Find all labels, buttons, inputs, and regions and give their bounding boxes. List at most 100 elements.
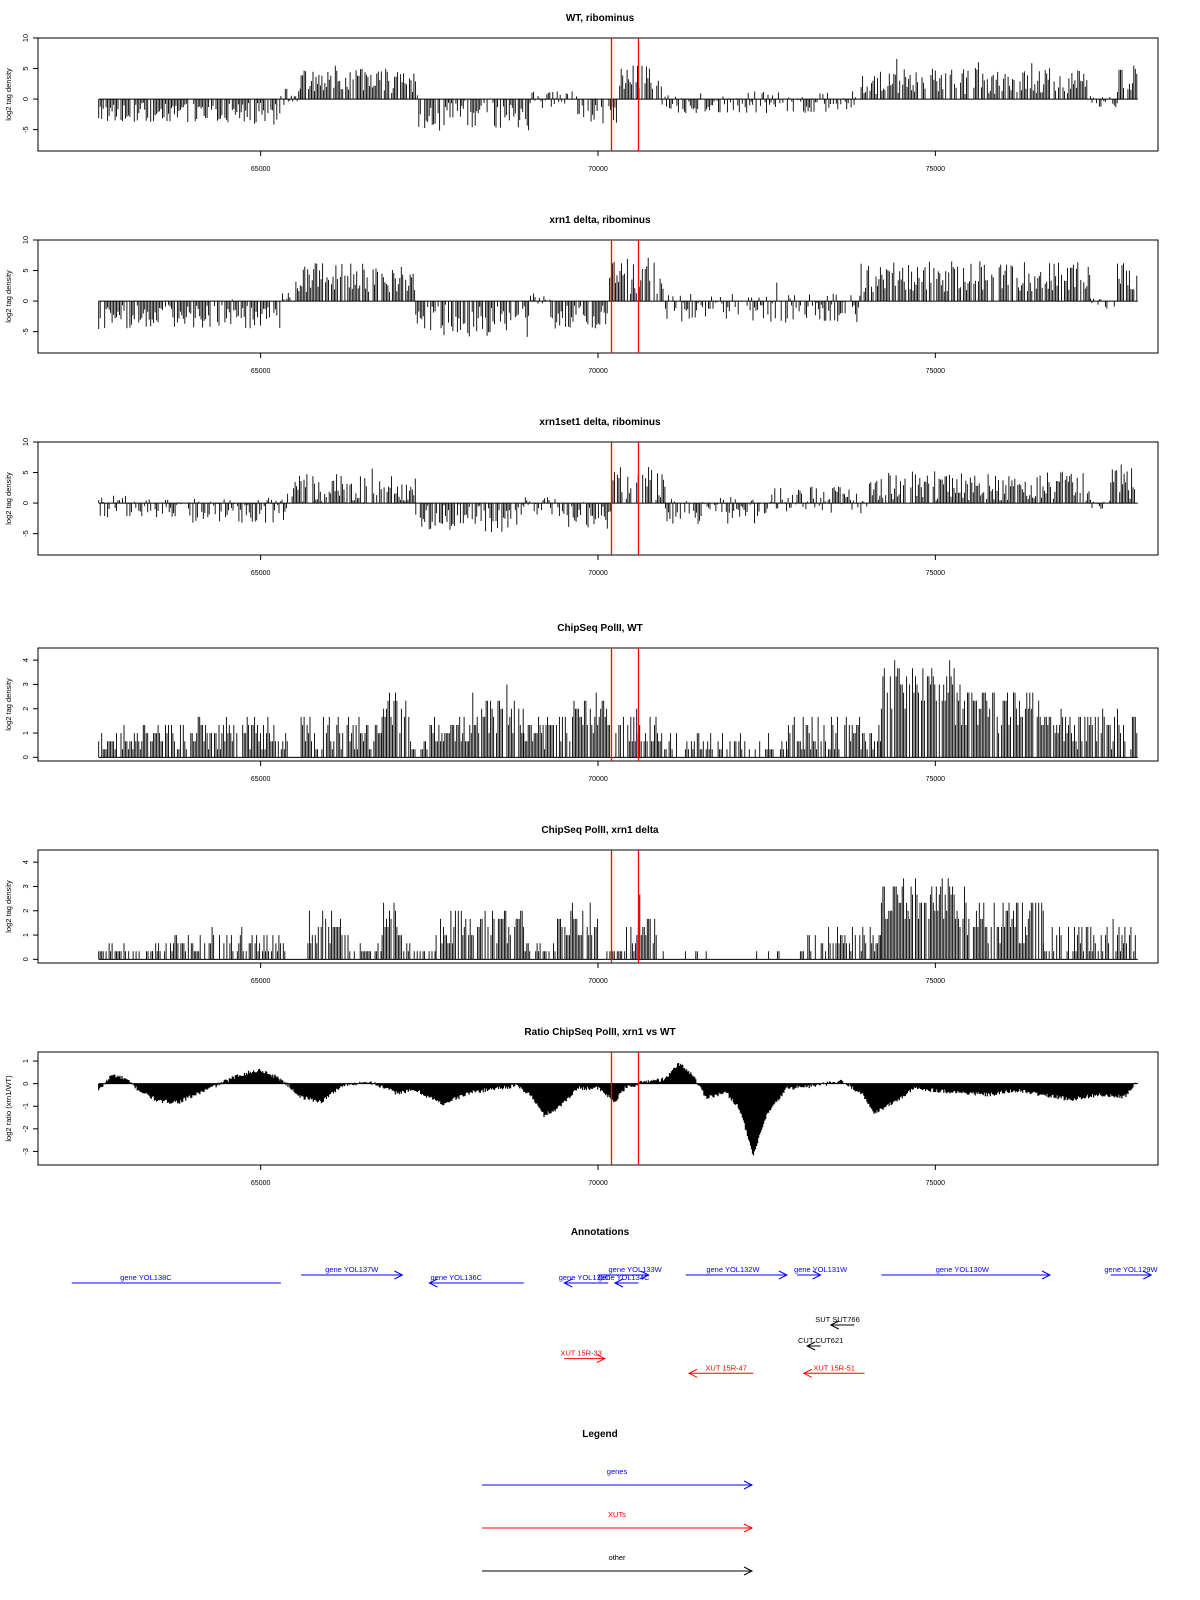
- signal-bars: [98, 495, 166, 518]
- feature-label: CUT CUT621: [798, 1336, 843, 1345]
- y-tick-label: -5: [21, 328, 30, 335]
- x-tick-label: 65000: [251, 368, 271, 375]
- feature-label: gene YOL131W: [794, 1265, 848, 1274]
- signal-segment: [287, 468, 416, 504]
- signal-segment: [626, 894, 657, 960]
- signal-segment: [523, 943, 556, 960]
- signal-segment: [609, 257, 664, 302]
- signal-segment: [868, 471, 1090, 504]
- signal-bars: [523, 497, 565, 516]
- x-tick-label: 65000: [251, 166, 271, 173]
- signal-segment: [349, 943, 382, 960]
- signal-bars: [626, 894, 657, 960]
- signal-bars: [880, 660, 955, 758]
- y-tick-label: 0: [21, 97, 30, 101]
- signal-segment: [619, 65, 662, 100]
- signal-bars: [557, 902, 599, 960]
- signal-bars: [523, 943, 556, 960]
- annotation-feature: gene YOL130W: [881, 1265, 1052, 1280]
- y-tick-label: -1: [21, 1103, 30, 1110]
- signal-segment: [662, 951, 780, 960]
- feature-label: gene YOL132W: [706, 1265, 760, 1274]
- feature-arrow: [687, 1368, 754, 1378]
- signal-bars: [860, 58, 1088, 100]
- signal-segment: [754, 91, 857, 113]
- signal-bars: [611, 708, 658, 758]
- panel-6: Ratio ChipSeq PolII, xrn1 vs WT log2 rati…: [4, 1027, 1159, 1187]
- y-tick-label: 4: [21, 658, 30, 662]
- y-tick-label: 0: [21, 957, 30, 961]
- signal-segment: [786, 716, 881, 758]
- signal-segment: [759, 486, 868, 514]
- panel-title: Ratio ChipSeq PolII, xrn1 vs WT: [524, 1027, 675, 1038]
- signal-bars: [281, 293, 295, 302]
- feature-label: gene YOL129W: [1104, 1265, 1158, 1274]
- feature-label: gene YOL133W: [608, 1265, 662, 1274]
- y-tick-label: 5: [21, 470, 30, 474]
- signal-bars: [295, 263, 416, 302]
- signal-bars: [661, 92, 754, 114]
- signal-bars: [165, 497, 287, 523]
- feature-arrow: [613, 1278, 639, 1288]
- signal-segment: [469, 684, 524, 758]
- signal-bars: [172, 716, 288, 758]
- signal-bars: [469, 684, 524, 758]
- panel-title: WT, ribominus: [566, 13, 635, 24]
- signal-segment: [98, 99, 281, 125]
- feature-arrow: [564, 1354, 606, 1364]
- signal-bars: [410, 741, 422, 758]
- signal-bars: [152, 927, 286, 960]
- signal-bars: [799, 927, 882, 960]
- y-axis-label: log2 tag density: [4, 678, 13, 731]
- feature-arrow: [563, 1278, 609, 1288]
- x-tick-label: 70000: [588, 166, 608, 173]
- signal-segment: [665, 497, 760, 524]
- legend-label: other: [608, 1553, 626, 1562]
- signal-bars: [415, 301, 530, 337]
- signal-segment: [381, 902, 402, 960]
- signal-bars: [786, 716, 881, 758]
- data-layer: [98, 257, 1138, 337]
- y-tick-label: 0: [21, 755, 30, 759]
- y-tick-label: 1: [21, 933, 30, 937]
- y-tick-label: 0: [21, 299, 30, 303]
- feature-label: gene YOL130W: [936, 1265, 990, 1274]
- signal-bars: [1117, 263, 1138, 302]
- signal-bars: [381, 692, 410, 758]
- signal-segment: [1044, 708, 1138, 758]
- signal-bars: [287, 468, 416, 504]
- signal-bars: [403, 943, 436, 960]
- panel-4: ChipSeq PolII, WT log2 tag density 0 1 2 3 4 65…: [4, 623, 1159, 783]
- signal-segment: [415, 503, 524, 532]
- feature-label: gene YOL135C: [559, 1273, 611, 1282]
- signal-segment: [98, 725, 172, 758]
- signal-segment: [416, 95, 531, 131]
- signal-segment: [550, 301, 608, 329]
- x-tick-label: 70000: [588, 368, 608, 375]
- signal-segment: [1090, 298, 1115, 309]
- y-tick-label: -2: [21, 1126, 30, 1133]
- y-tick-label: 4: [21, 860, 30, 864]
- data-layer: [98, 58, 1138, 131]
- signal-bars: [759, 486, 868, 514]
- signal-bars: [662, 951, 780, 960]
- signal-segment: [1110, 464, 1135, 504]
- x-tick-label: 75000: [926, 570, 946, 577]
- panel-1: WT, ribominus log2 tag density -5 0 5 10 65000…: [4, 13, 1159, 173]
- legend-arrow: [482, 1480, 754, 1490]
- signal-segment: [860, 58, 1088, 100]
- x-tick-label: 75000: [926, 368, 946, 375]
- signal-bars: [880, 878, 955, 960]
- x-tick-label: 75000: [926, 166, 946, 173]
- signal-bars: [530, 293, 551, 304]
- signal-segment: [152, 927, 286, 960]
- y-tick-label: 0: [21, 501, 30, 505]
- signal-bars: [381, 902, 402, 960]
- feature-label: gene YOL137W: [325, 1265, 379, 1274]
- signal-bars: [422, 716, 470, 758]
- signal-segment: [955, 886, 1044, 960]
- signal-bars: [1090, 96, 1118, 108]
- signal-segment: [422, 716, 470, 758]
- signal-segment: [658, 733, 787, 758]
- y-axis-label: log2 tag density: [4, 472, 13, 525]
